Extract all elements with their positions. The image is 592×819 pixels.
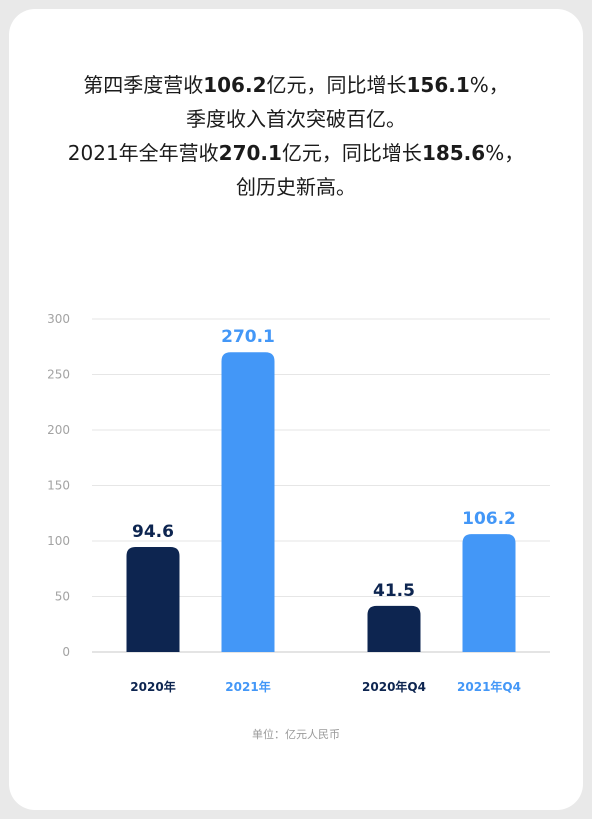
y-tick-label: 100 xyxy=(47,534,70,548)
data-label: 106.2 xyxy=(462,509,516,529)
data-label: 94.6 xyxy=(132,522,174,542)
data-label: 270.1 xyxy=(221,327,275,347)
y-tick-label: 150 xyxy=(47,479,70,493)
y-tick-label: 300 xyxy=(47,312,70,326)
unit-note: 单位：亿元人民币 xyxy=(252,728,340,741)
bar xyxy=(221,352,275,652)
y-tick-label: 0 xyxy=(62,645,70,659)
y-tick-label: 250 xyxy=(47,368,70,382)
headline: 第四季度营收106.2亿元，同比增长156.1%， 季度收入首次突破百亿。 20… xyxy=(0,68,592,204)
y-tick-label: 50 xyxy=(55,590,70,604)
data-label: 41.5 xyxy=(373,581,415,601)
bar xyxy=(367,605,421,652)
bar xyxy=(462,534,516,652)
x-category-label: 2021年Q4 xyxy=(457,679,521,694)
headline-line-2: 季度收入首次突破百亿。 xyxy=(186,107,406,131)
x-category-label: 2021年 xyxy=(225,679,270,694)
headline-line-3: 2021年全年营收270.1亿元，同比增长185.6%， xyxy=(67,141,525,165)
headline-line-4: 创历史新高。 xyxy=(236,175,356,199)
x-category-label: 2020年 xyxy=(130,679,175,694)
x-category-label: 2020年Q4 xyxy=(362,679,426,694)
y-tick-label: 200 xyxy=(47,423,70,437)
card-background xyxy=(9,9,583,810)
headline-line-1: 第四季度营收106.2亿元，同比增长156.1%， xyxy=(83,73,509,97)
bar xyxy=(126,546,180,652)
